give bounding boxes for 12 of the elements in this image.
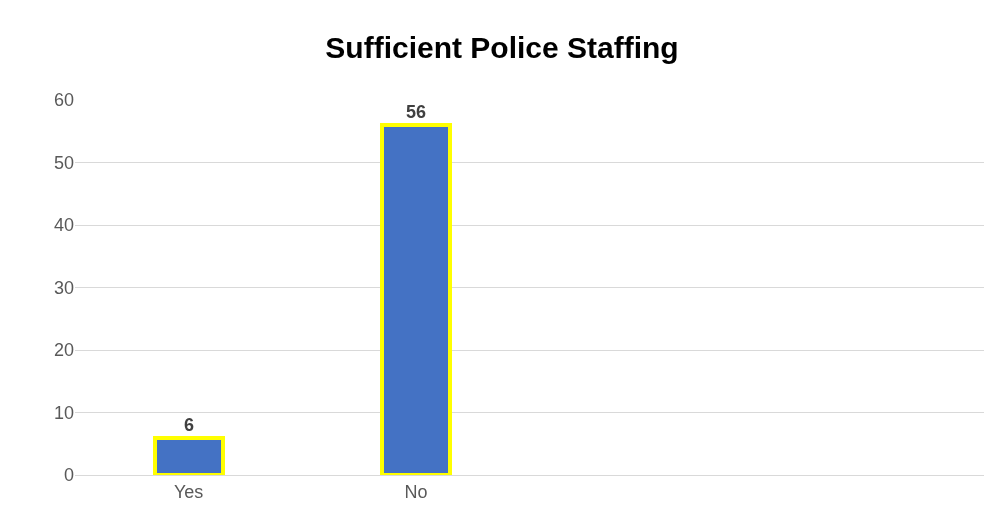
y-tick-label: 30 <box>53 277 74 298</box>
y-tick-label: 0 <box>63 465 74 486</box>
y-tick-label: 20 <box>53 340 74 361</box>
x-tick-label: No <box>404 481 428 502</box>
x-tick-label: Yes <box>173 481 204 502</box>
y-tick-label: 50 <box>53 152 74 173</box>
data-label: 6 <box>183 415 195 435</box>
y-tick-label: 40 <box>53 215 74 236</box>
y-tick-label: 10 <box>53 402 74 423</box>
chart-title: Sufficient Police Staffing <box>325 30 679 64</box>
y-tick-label: 60 <box>53 90 74 111</box>
data-label: 56 <box>405 102 427 122</box>
